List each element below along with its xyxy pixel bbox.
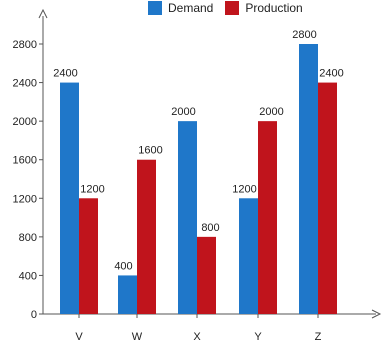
data-label-demand: 2400	[53, 68, 77, 80]
y-tick-label: 400	[19, 270, 37, 282]
bar-demand	[178, 121, 197, 315]
data-label-production: 1200	[80, 183, 104, 195]
x-tick-label: W	[132, 331, 143, 343]
bar-demand	[299, 44, 318, 314]
bar-production	[318, 82, 337, 314]
data-label-demand: 1200	[232, 183, 256, 195]
legend-swatch-demand	[148, 1, 162, 15]
data-label-production: 1600	[138, 145, 162, 157]
bar-production	[79, 198, 98, 314]
data-label-demand: 400	[114, 260, 132, 272]
data-label-production: 2000	[259, 106, 283, 118]
y-axis-arrow	[38, 8, 48, 19]
y-tick-label: 0	[31, 309, 37, 321]
legend-item-production: Production	[225, 1, 303, 15]
data-label-production: 2400	[319, 68, 343, 80]
legend: Demand Production	[148, 1, 315, 15]
bar-demand	[118, 275, 137, 314]
x-tick-label: V	[75, 331, 83, 343]
y-tick-label: 1600	[13, 155, 37, 167]
bar-production	[258, 121, 277, 315]
bar-demand	[239, 198, 258, 314]
legend-swatch-production	[225, 1, 240, 15]
legend-label-demand: Demand	[168, 1, 214, 15]
y-tick-label: 2800	[13, 39, 37, 51]
bar-production	[197, 236, 216, 314]
y-tick-label: 800	[19, 232, 37, 244]
x-tick-label: Y	[254, 331, 262, 343]
legend-item-demand: Demand	[148, 1, 213, 15]
y-tick-label: 1200	[13, 193, 37, 205]
bars	[60, 44, 337, 315]
y-tick-label: 2400	[13, 78, 37, 90]
x-tick-label: Z	[315, 331, 322, 343]
data-label-production: 800	[201, 222, 219, 234]
bar-demand	[60, 82, 79, 314]
labels: 2400 400 2000 1200 2800 1200 1600 800 2000 2400	[53, 29, 343, 272]
x-axis-arrow	[371, 309, 382, 319]
axes: 0 400 800 1200 1600 2000 2400 2800 V W X Y Z	[13, 8, 382, 343]
x-tick-label: X	[193, 331, 201, 343]
data-label-demand: 2800	[292, 29, 316, 41]
data-label-demand: 2000	[171, 106, 195, 118]
legend-label-production: Production	[245, 1, 303, 15]
bar-production	[137, 159, 156, 314]
y-tick-label: 2000	[13, 116, 37, 128]
